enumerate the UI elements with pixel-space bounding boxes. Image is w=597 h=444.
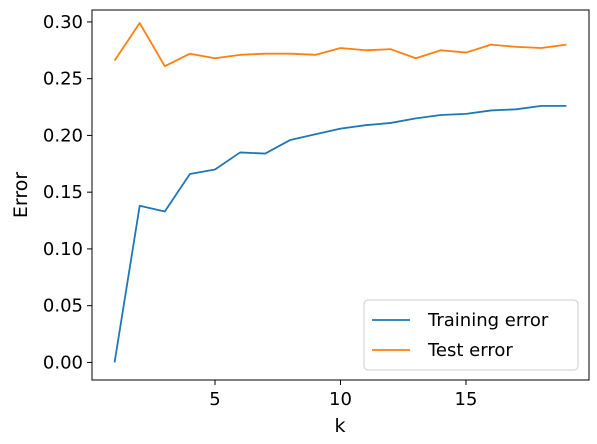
x-axis-ticks: 5 10 15: [209, 380, 477, 410]
y-tick-label: 0.05: [43, 296, 83, 317]
y-tick-label: 0.10: [43, 239, 83, 260]
training-error-legend-label: Training error: [427, 310, 549, 331]
y-tick-label: 0.25: [43, 69, 83, 90]
y-axis-label: Error: [10, 172, 32, 219]
y-tick-label: 0.15: [43, 182, 83, 203]
x-tick-label: 15: [455, 389, 478, 410]
y-tick-label: 0.30: [43, 12, 83, 33]
y-tick-label: 0.00: [43, 352, 83, 373]
y-axis-ticks: 0.00 0.05 0.10 0.15 0.20 0.25 0.30: [43, 12, 92, 373]
test-error-line: [115, 23, 567, 66]
test-error-legend-label: Test error: [427, 340, 513, 361]
y-tick-label: 0.20: [43, 125, 83, 146]
x-axis-label: k: [334, 415, 345, 437]
x-tick-label: 10: [329, 389, 352, 410]
legend: Training error Test error: [364, 300, 578, 370]
x-tick-label: 5: [209, 389, 220, 410]
